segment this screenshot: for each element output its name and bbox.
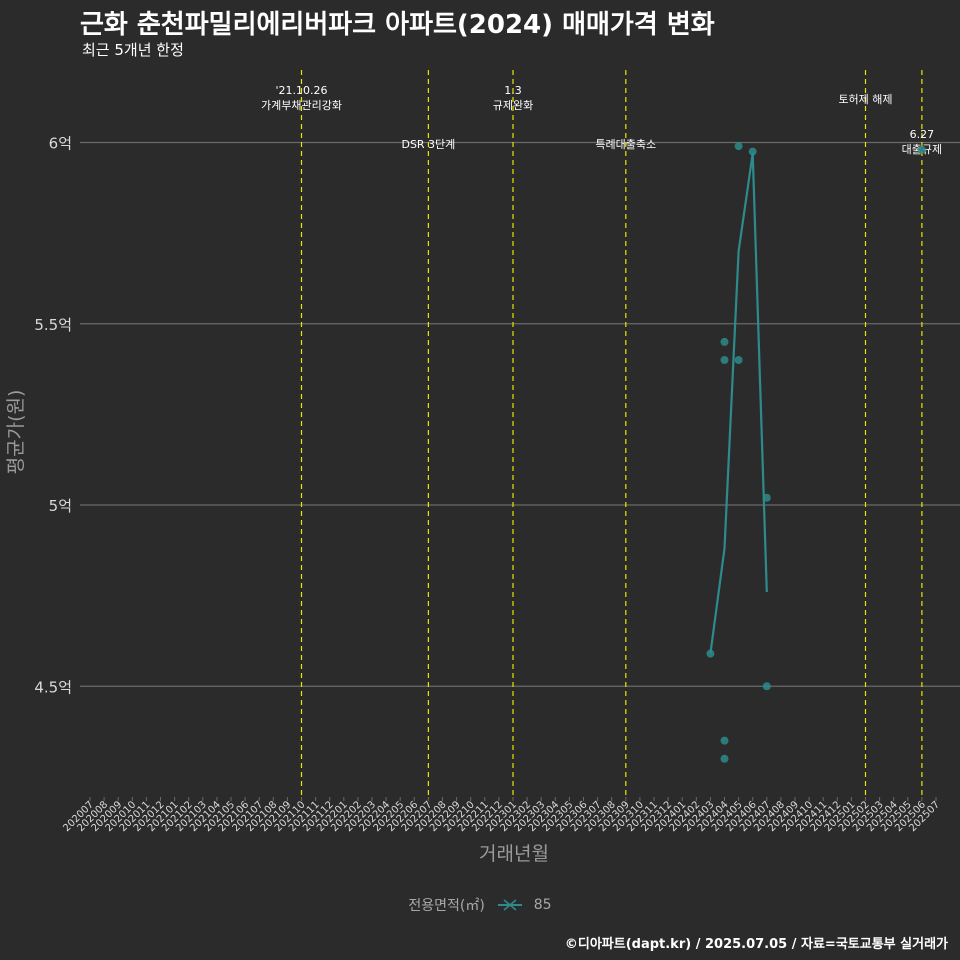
- y-axis-title: 평균가(원): [5, 390, 27, 475]
- y-tick-label: 5.5억: [34, 316, 72, 334]
- y-tick-label: 5억: [49, 497, 72, 515]
- grid-lines: [80, 141, 960, 687]
- legend-key-icon: [498, 899, 523, 911]
- event-label-202502: 토허제 해제: [838, 92, 892, 106]
- event-label-202309: 특례대출축소: [595, 138, 656, 151]
- data-point: [706, 649, 715, 658]
- x-axis-ticks: 2020072020082020092020102020112020122021…: [61, 797, 942, 834]
- event-label-202506: 6.27: [910, 128, 935, 141]
- event-label-202301: 1.3: [504, 84, 522, 97]
- data-point: [720, 736, 729, 745]
- y-axis-ticks: 4.5억 5억 5.5억 6억: [34, 135, 72, 697]
- data-point: [720, 754, 729, 763]
- data-point: [720, 356, 729, 364]
- data-point: [720, 337, 729, 346]
- series-85: [706, 142, 926, 763]
- event-label-202110: 가계부채관리강화: [261, 99, 342, 112]
- source-caption: ©디아파트(dapt.kr) / 2025.07.05 / 자료=국토교통부 실…: [564, 937, 948, 952]
- event-label-202207: DSR 3단계: [401, 138, 455, 151]
- event-label-202110: '21.10.26: [275, 84, 327, 97]
- legend: 전용면적(㎡) 85: [0, 895, 960, 915]
- x-axis-title: 거래년월: [479, 843, 549, 865]
- data-point: [917, 145, 926, 154]
- y-tick-label: 6억: [49, 135, 72, 153]
- event-label-202301: 규제완화: [493, 99, 533, 112]
- series-line-85: [709, 152, 768, 654]
- data-point: [762, 493, 771, 502]
- chart-subtitle: 최근 5개년 한정: [82, 41, 184, 59]
- data-point: [734, 142, 743, 151]
- data-point: [762, 682, 771, 691]
- legend-title: 전용면적(㎡): [408, 898, 485, 914]
- chart-title: 근화 춘천파밀리에리버파크 아파트(2024) 매매가격 변화: [80, 10, 715, 40]
- y-tick-label: 4.5억: [34, 678, 72, 696]
- data-point: [748, 147, 757, 156]
- legend-item-85: 85: [533, 897, 552, 913]
- data-point: [734, 356, 743, 364]
